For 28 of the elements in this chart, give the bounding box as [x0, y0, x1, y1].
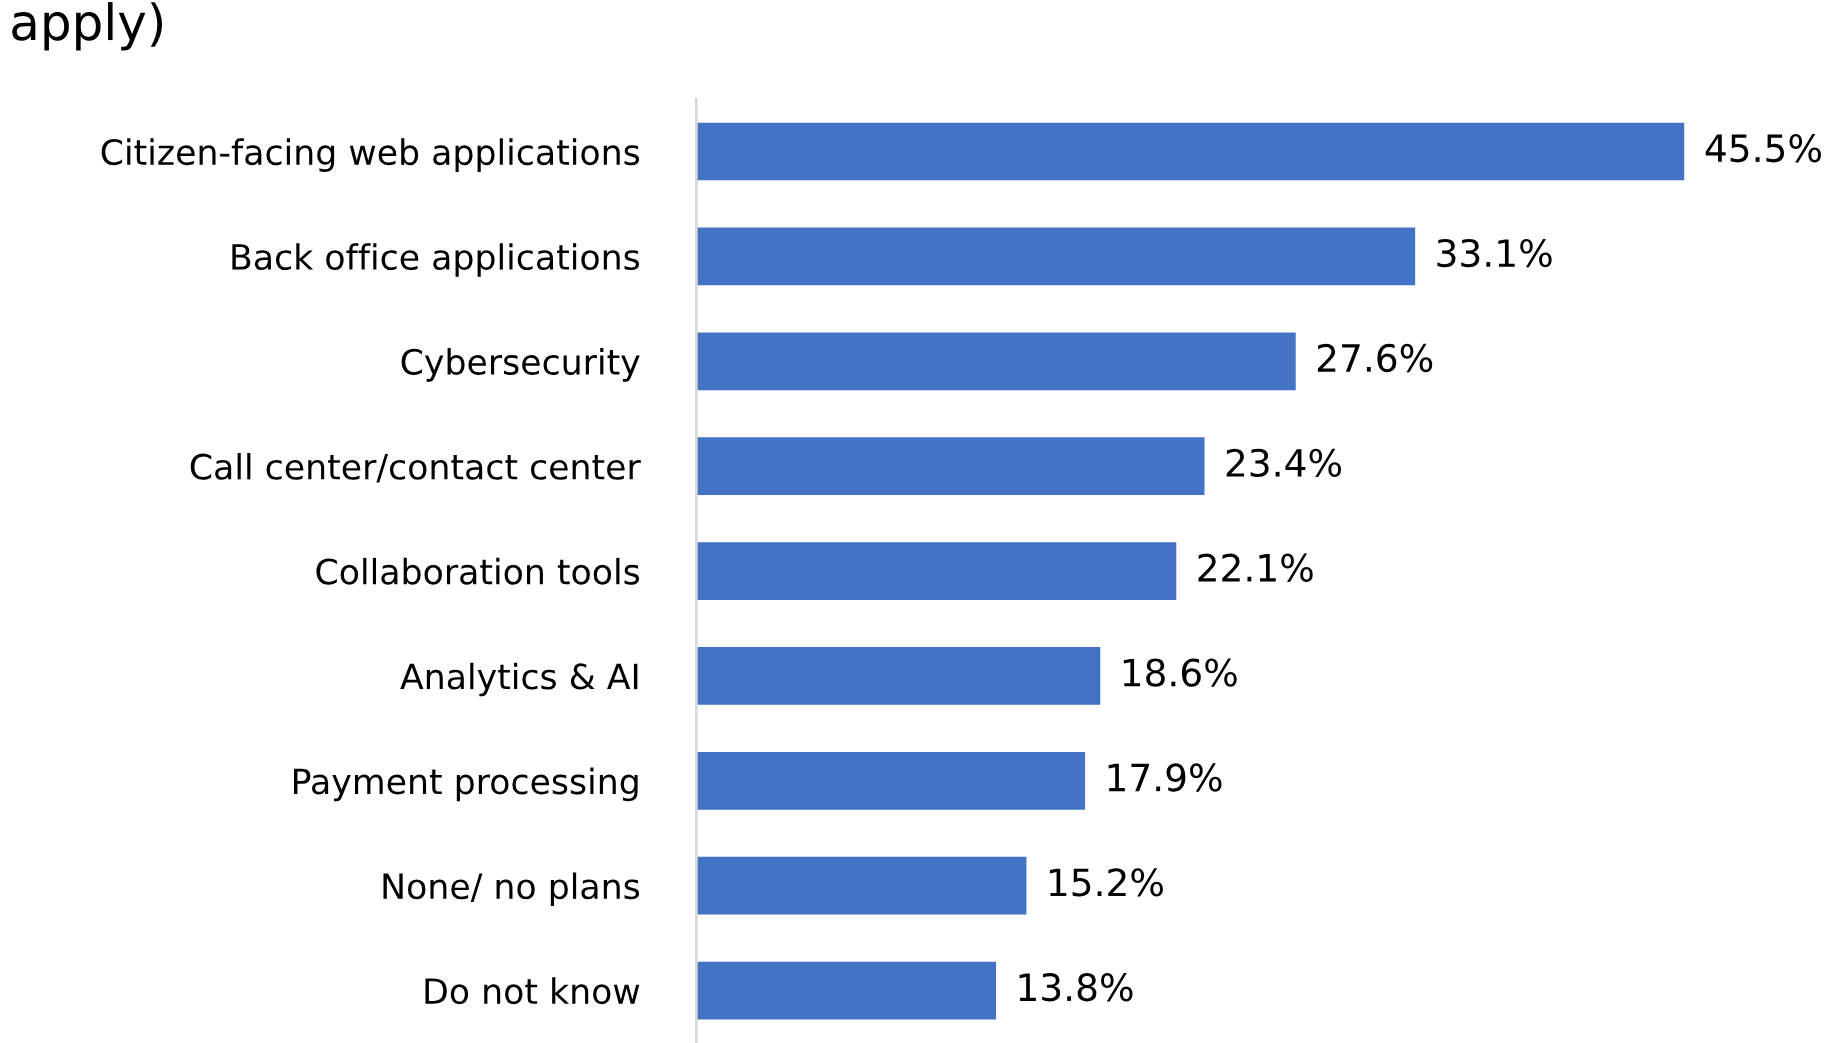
y-tick-label: Do not know: [425, 977, 640, 1005]
data-label: 27.6%: [1317, 343, 1433, 373]
y-tick-label: Call center/contact center: [190, 452, 641, 483]
data-label: 22.1%: [1198, 553, 1313, 582]
bar: [696, 332, 1296, 391]
data-label: 45.5%: [1705, 134, 1821, 163]
data-label: 18.6%: [1123, 658, 1237, 687]
bar: [696, 647, 1101, 705]
y-tick-label: Cybersecurity: [401, 348, 640, 382]
bar: [696, 961, 997, 1020]
bar: [696, 437, 1205, 495]
y-tick-label: Payment processing: [294, 767, 638, 802]
data-label: 33.1%: [1437, 238, 1552, 268]
bar: [696, 227, 1416, 286]
bar: [696, 856, 1027, 915]
data-label: 23.4%: [1226, 448, 1342, 478]
data-label: 17.9%: [1108, 763, 1222, 792]
bar: [696, 542, 1177, 600]
y-tick-label: Back office applications: [232, 243, 640, 277]
data-label: 15.2%: [1049, 868, 1163, 897]
y-tick-label: Analytics & AI: [400, 662, 638, 697]
bar: [696, 122, 1685, 181]
data-label: 13.8%: [1019, 973, 1133, 1002]
y-tick-label: None/ no plans: [383, 872, 640, 907]
text: apply): [12, 2, 163, 51]
y-tick-label: Citizen-facing web applications: [101, 138, 640, 172]
bar: [696, 751, 1086, 810]
y-tick-label: Collaboration tools: [316, 557, 640, 585]
